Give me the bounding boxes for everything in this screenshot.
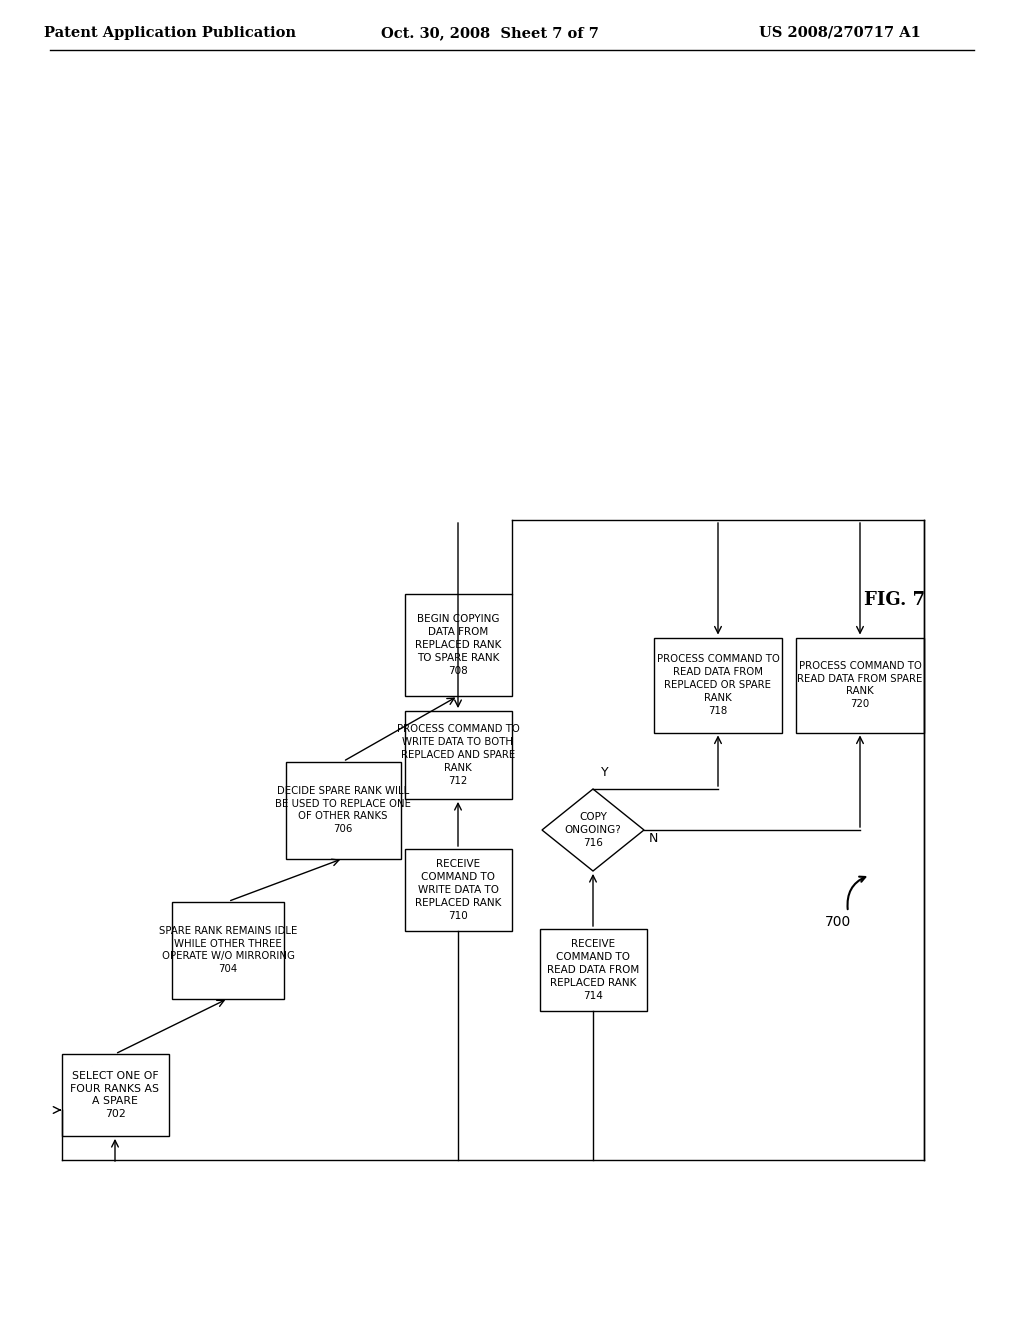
Text: FIG. 7: FIG. 7 bbox=[864, 591, 926, 609]
Text: PROCESS COMMAND TO
READ DATA FROM SPARE
RANK
720: PROCESS COMMAND TO READ DATA FROM SPARE … bbox=[798, 661, 923, 709]
Bar bbox=[404, 594, 512, 696]
Text: RECEIVE
COMMAND TO
READ DATA FROM
REPLACED RANK
714: RECEIVE COMMAND TO READ DATA FROM REPLAC… bbox=[547, 940, 639, 1001]
Bar bbox=[61, 1053, 169, 1137]
Text: BEGIN COPYING
DATA FROM
REPLACED RANK
TO SPARE RANK
708: BEGIN COPYING DATA FROM REPLACED RANK TO… bbox=[415, 614, 501, 676]
Bar bbox=[404, 711, 512, 799]
Bar bbox=[796, 638, 924, 733]
Text: PROCESS COMMAND TO
READ DATA FROM
REPLACED OR SPARE
RANK
718: PROCESS COMMAND TO READ DATA FROM REPLAC… bbox=[656, 655, 779, 715]
Text: SPARE RANK REMAINS IDLE
WHILE OTHER THREE
OPERATE W/O MIRRORING
704: SPARE RANK REMAINS IDLE WHILE OTHER THRE… bbox=[159, 925, 297, 974]
Bar bbox=[654, 638, 782, 733]
Text: US 2008/270717 A1: US 2008/270717 A1 bbox=[759, 26, 921, 40]
Text: N: N bbox=[649, 832, 658, 845]
Bar bbox=[172, 902, 284, 998]
Text: Patent Application Publication: Patent Application Publication bbox=[44, 26, 296, 40]
Text: Y: Y bbox=[601, 766, 608, 779]
Text: DECIDE SPARE RANK WILL
BE USED TO REPLACE ONE
OF OTHER RANKS
706: DECIDE SPARE RANK WILL BE USED TO REPLAC… bbox=[275, 785, 411, 834]
Text: SELECT ONE OF
FOUR RANKS AS
A SPARE
702: SELECT ONE OF FOUR RANKS AS A SPARE 702 bbox=[71, 1071, 160, 1119]
Bar bbox=[404, 849, 512, 931]
Polygon shape bbox=[542, 789, 644, 871]
Text: 700: 700 bbox=[825, 915, 851, 929]
Bar bbox=[540, 929, 646, 1011]
Text: RECEIVE
COMMAND TO
WRITE DATA TO
REPLACED RANK
710: RECEIVE COMMAND TO WRITE DATA TO REPLACE… bbox=[415, 859, 501, 920]
Text: PROCESS COMMAND TO
WRITE DATA TO BOTH
REPLACED AND SPARE
RANK
712: PROCESS COMMAND TO WRITE DATA TO BOTH RE… bbox=[396, 725, 519, 785]
Bar bbox=[286, 762, 400, 858]
Text: Oct. 30, 2008  Sheet 7 of 7: Oct. 30, 2008 Sheet 7 of 7 bbox=[381, 26, 599, 40]
Text: COPY
ONGOING?
716: COPY ONGOING? 716 bbox=[564, 812, 622, 847]
